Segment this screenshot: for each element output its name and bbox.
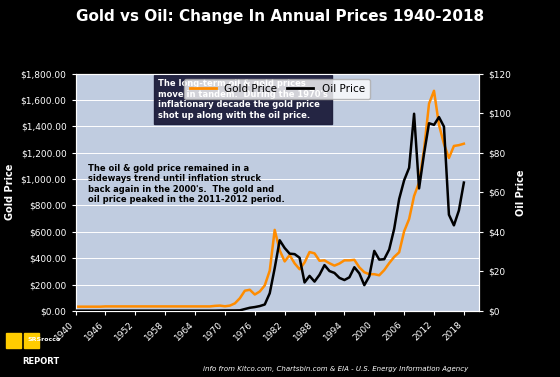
Text: REPORT: REPORT xyxy=(22,357,59,366)
Bar xyxy=(24,333,39,348)
Y-axis label: Oil Price: Oil Price xyxy=(516,169,526,216)
Y-axis label: Gold Price: Gold Price xyxy=(5,164,15,221)
Text: SRSrocco: SRSrocco xyxy=(28,337,61,342)
Text: The long-term oil & gold prices
move in tandem.  During the 1970's
inflationary : The long-term oil & gold prices move in … xyxy=(158,80,328,120)
Legend: Gold Price, Oil Price: Gold Price, Oil Price xyxy=(184,79,370,99)
Text: info from Kitco.com, Chartsbin.com & EIA - U.S. Energy Information Agency: info from Kitco.com, Chartsbin.com & EIA… xyxy=(203,366,469,372)
Text: The oil & gold price remained in a
sideways trend until inflation struck
back ag: The oil & gold price remained in a sidew… xyxy=(88,164,284,204)
Bar xyxy=(6,333,21,348)
Text: Gold vs Oil: Change In Annual Prices 1940-2018: Gold vs Oil: Change In Annual Prices 194… xyxy=(76,9,484,25)
